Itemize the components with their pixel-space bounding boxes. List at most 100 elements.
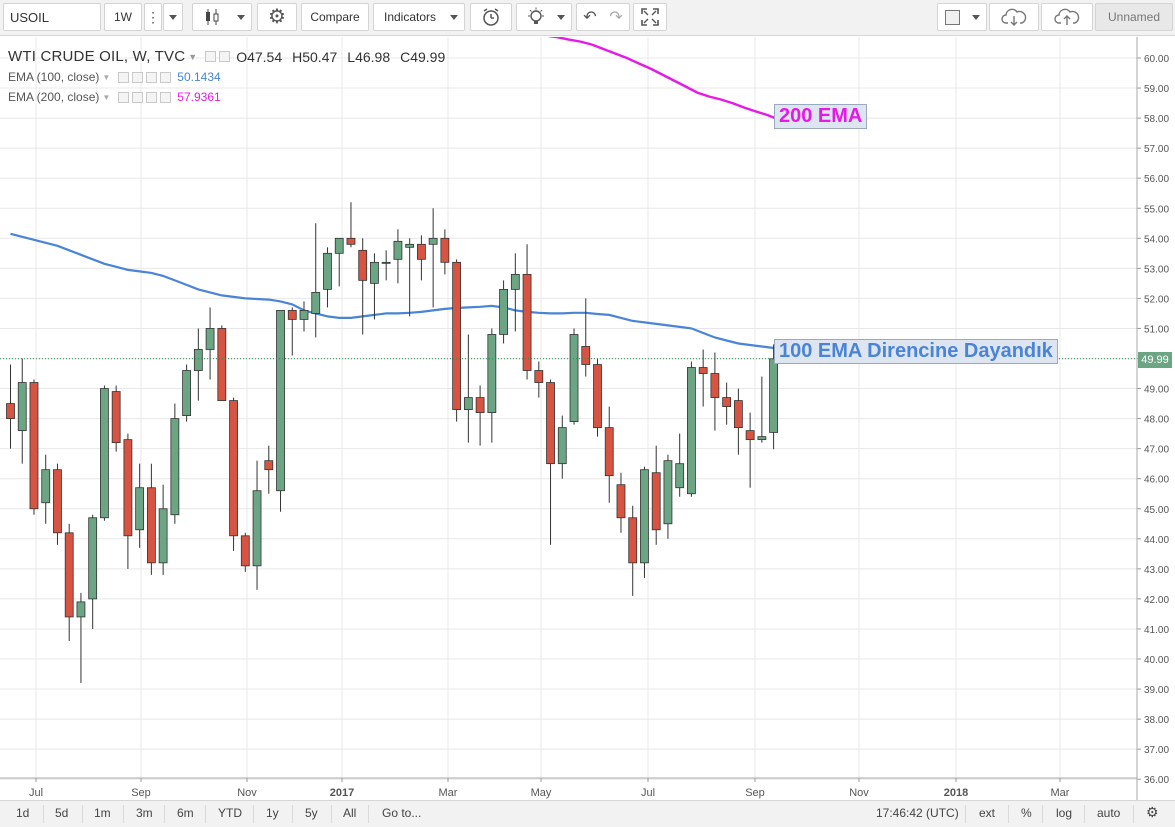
settings-button[interactable]: ⚙ [257, 3, 297, 31]
candle-up [487, 328, 497, 443]
candle-down [546, 379, 555, 545]
candle-up [299, 301, 309, 332]
candle-body [123, 439, 133, 537]
interval-dropdown[interactable] [163, 3, 183, 31]
candle-down [628, 505, 638, 596]
close-icon[interactable] [160, 71, 172, 83]
candle-body [146, 487, 156, 564]
chart-style-button[interactable] [192, 3, 252, 31]
color-theme-button[interactable] [937, 3, 987, 31]
candle-body [557, 427, 567, 465]
gear-icon[interactable] [132, 91, 144, 103]
candle-body [534, 370, 544, 383]
candle-body [675, 463, 685, 489]
chevron-down-icon[interactable]: ▼ [102, 92, 111, 102]
range-button[interactable]: 6m [177, 806, 194, 820]
alert-button[interactable] [470, 3, 512, 31]
ema100-annotation[interactable]: 100 EMA Direncine Dayandık [774, 339, 1058, 364]
range-button[interactable]: 1m [94, 806, 111, 820]
save-layout-button[interactable] [1041, 3, 1093, 31]
fullscreen-icon [641, 8, 659, 26]
ext-toggle[interactable]: ext [979, 806, 996, 820]
symbol-search-box[interactable]: USOIL [3, 3, 101, 31]
candle-down [264, 445, 274, 494]
candle-body [487, 334, 497, 413]
eye-icon[interactable] [118, 91, 130, 103]
range-button[interactable]: 5d [55, 806, 69, 820]
layout-name-button[interactable]: Unnamed [1095, 3, 1173, 31]
candle-body [17, 382, 27, 432]
candle-body [381, 261, 391, 264]
price-tick-label: 48.00 [1144, 415, 1169, 426]
time-tick-label: Nov [849, 787, 869, 799]
ema200-value: 57.9361 [177, 90, 221, 104]
candle-down [287, 307, 297, 356]
ema100-value: 50.1434 [177, 70, 221, 84]
divider [965, 805, 966, 823]
candle-body [323, 252, 332, 290]
gear-icon[interactable] [132, 71, 144, 83]
gear-icon[interactable]: ⚙ [1146, 804, 1159, 820]
price-tick-label: 52.00 [1144, 294, 1169, 305]
compare-button[interactable]: Compare [301, 3, 369, 31]
range-button[interactable]: 3m [136, 806, 153, 820]
candle-body [217, 328, 227, 401]
interval-menu-button[interactable]: ⋮ [144, 3, 162, 31]
plus-icon[interactable] [146, 91, 158, 103]
lightbulb-icon [528, 7, 544, 24]
candle-body [651, 472, 661, 531]
candle-body [722, 397, 732, 407]
range-button[interactable]: 5y [305, 806, 318, 820]
log-toggle[interactable]: log [1056, 806, 1073, 820]
candle-body [628, 517, 638, 564]
fullscreen-button[interactable] [633, 3, 667, 31]
plus-icon[interactable] [146, 71, 158, 83]
candle-down [440, 229, 450, 275]
range-button[interactable]: 1y [266, 806, 279, 820]
close-icon[interactable] [160, 91, 172, 103]
candle-down [733, 388, 743, 455]
ema200-annotation[interactable]: 200 EMA [774, 104, 868, 129]
candle-body [334, 237, 344, 254]
chevron-down-icon[interactable]: ▼ [188, 51, 198, 62]
candle-body [440, 237, 450, 263]
goto-button[interactable]: Go to... [382, 806, 422, 820]
close-value: C49.99 [400, 48, 446, 65]
chart-grid [0, 37, 1137, 780]
price-tick-label: 58.00 [1144, 114, 1169, 125]
price-chart[interactable]: 36.00 37.00 38.00 39.00 40.00 41.00 42.00 43.00… [0, 37, 1175, 800]
candle-body [135, 487, 145, 531]
gear-icon[interactable] [219, 51, 231, 62]
ideas-button[interactable] [516, 3, 572, 31]
candle-body [311, 291, 321, 314]
bottom-toolbar: 1d 5d 1m 3m 6m YTD 1y 5y All Go to... 17… [0, 800, 1175, 827]
chevron-down-icon[interactable]: ▼ [102, 72, 111, 82]
candle-up [17, 358, 27, 464]
percent-toggle[interactable]: % [1021, 806, 1032, 820]
redo-icon[interactable]: ↷ [609, 9, 623, 26]
range-button[interactable]: All [343, 806, 357, 820]
open-value: O47.54 [236, 48, 283, 65]
series-title: WTI CRUDE OIL, W, TVC [8, 48, 186, 65]
candle-body [546, 382, 555, 465]
indicators-button[interactable]: Indicators [373, 3, 465, 31]
candle-body [393, 240, 403, 260]
auto-toggle[interactable]: auto [1097, 806, 1121, 820]
interval-button[interactable]: 1W [104, 3, 142, 31]
candle-body [510, 273, 520, 290]
load-layout-button[interactable] [989, 3, 1039, 31]
eye-icon[interactable] [205, 51, 217, 62]
candle-body [29, 382, 39, 510]
time-tick-label: Mar [1051, 787, 1070, 799]
indicators-label: Indicators [384, 10, 437, 24]
candle-down [522, 244, 532, 380]
time-tick-label: Sep [745, 787, 765, 799]
range-button[interactable]: 1d [16, 806, 30, 820]
range-button[interactable]: YTD [218, 806, 242, 820]
candle-body [346, 237, 356, 245]
eye-icon[interactable] [118, 71, 130, 83]
candle-up [510, 253, 520, 332]
candle-down [710, 352, 720, 431]
candle-body [593, 364, 602, 429]
undo-icon[interactable]: ↶ [583, 9, 597, 26]
